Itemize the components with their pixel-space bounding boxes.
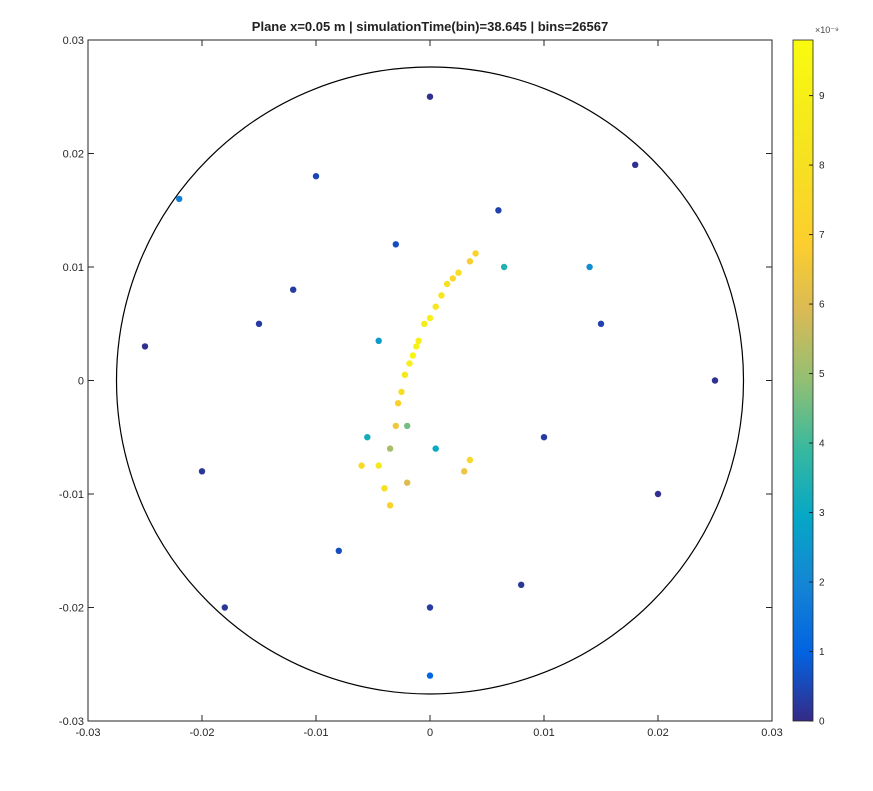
scatter-point <box>426 314 434 322</box>
scatter-point <box>586 263 593 271</box>
colorbar-tick-label: 3 <box>819 508 825 519</box>
colorbar-exponent-label: ×10⁻⁹ <box>815 25 839 35</box>
colorbar-ticks: 0 1 2 3 4 5 6 7 8 9 <box>809 91 825 728</box>
colorbar-tick-label: 2 <box>819 578 825 589</box>
scatter-point <box>438 292 445 299</box>
scatter-point <box>312 173 320 180</box>
colorbar-gradient <box>792 39 814 722</box>
y-tick-label: 0.03 <box>63 35 84 47</box>
scatter-points <box>141 93 719 679</box>
x-tick-label: 0.01 <box>533 727 554 739</box>
y-tick-label: -0.03 <box>59 716 84 728</box>
y-tick-label: 0.01 <box>63 262 84 274</box>
scatter-point <box>398 388 405 396</box>
scatter-point <box>466 258 474 265</box>
scatter-point <box>381 485 388 492</box>
scatter-point <box>141 343 149 350</box>
scatter-point <box>176 195 183 203</box>
scatter-point <box>406 360 413 367</box>
colorbar-tick-label: 6 <box>819 300 825 311</box>
scatter-point <box>364 434 371 441</box>
scatter-point <box>375 462 382 469</box>
colorbar-tick-label: 0 <box>819 717 825 728</box>
scatter-point <box>540 434 548 441</box>
chart-title: Plane x=0.05 m | simulationTime(bin)=38.… <box>252 19 608 34</box>
scatter-point <box>409 352 417 359</box>
plot-area: -0.03 -0.02 -0.01 0 0.01 0.02 0.03 0.030.020.0… <box>59 35 783 739</box>
scatter-point <box>495 207 502 214</box>
boundary-circle <box>115 66 745 695</box>
scatter-point <box>461 468 468 475</box>
colorbar-tick-label: 5 <box>819 369 825 380</box>
x-axis-ticks: -0.03 -0.02 -0.01 0 0.01 0.02 0.03 <box>75 40 783 739</box>
colorbar-tick-label: 9 <box>819 91 825 102</box>
colorbar: ×10⁻⁹ 0 1 2 3 4 5 6 7 8 9 <box>792 25 839 728</box>
colorbar-tick-label: 7 <box>819 230 825 241</box>
scatter-point <box>392 241 399 248</box>
scatter-point <box>449 275 456 282</box>
scatter-point <box>413 343 420 350</box>
scatter-point <box>443 280 451 288</box>
scatter-point <box>500 263 508 271</box>
scatter-point <box>198 468 206 475</box>
scatter-point <box>466 456 474 464</box>
scatter-point <box>290 286 297 293</box>
y-axis-ticks: 0.03 0.02 0.01 0 -0.01 -0.02 -0.03 <box>59 35 772 728</box>
colorbar-tick-label: 8 <box>819 161 825 172</box>
y-tick-label: -0.01 <box>59 489 84 501</box>
scatter-point <box>386 502 394 509</box>
scatter-point <box>472 250 479 257</box>
x-tick-label: 0.02 <box>647 727 668 739</box>
scatter-point <box>421 320 428 327</box>
scatter-point <box>432 445 439 452</box>
scatter-point <box>518 581 525 588</box>
scatter-point <box>375 337 382 344</box>
scatter-point <box>632 161 639 168</box>
y-tick-label: 0 <box>78 376 84 388</box>
y-tick-label: 0.02 <box>63 149 84 161</box>
x-tick-label: 0 <box>427 727 433 739</box>
scatter-point <box>392 422 399 430</box>
axes-box <box>87 39 773 722</box>
scatter-point <box>386 445 394 452</box>
scatter-point <box>426 672 434 679</box>
x-tick-label: -0.01 <box>303 727 328 739</box>
y-tick-label: -0.02 <box>59 603 84 615</box>
scatter-point <box>404 422 411 430</box>
scatter-point <box>654 490 662 498</box>
x-tick-label: -0.02 <box>189 727 214 739</box>
scatter-point <box>426 93 434 100</box>
scatter-point <box>404 479 411 486</box>
scatter-point <box>358 462 365 469</box>
scatter-point <box>335 547 342 554</box>
scatter-point <box>221 604 228 611</box>
x-tick-label: -0.03 <box>75 727 100 739</box>
colorbar-tick-label: 1 <box>819 647 825 658</box>
scatter-point <box>401 371 409 378</box>
scatter-point <box>255 320 263 327</box>
scatter-point <box>455 269 462 276</box>
scatter-point <box>432 303 439 310</box>
scatter-point <box>426 604 434 611</box>
scatter-point <box>415 337 422 344</box>
x-tick-label: 0.03 <box>761 727 782 739</box>
scatter-point <box>597 320 605 327</box>
scatter-point <box>711 377 719 384</box>
scatter-point <box>394 400 402 407</box>
colorbar-tick-label: 4 <box>819 439 825 450</box>
